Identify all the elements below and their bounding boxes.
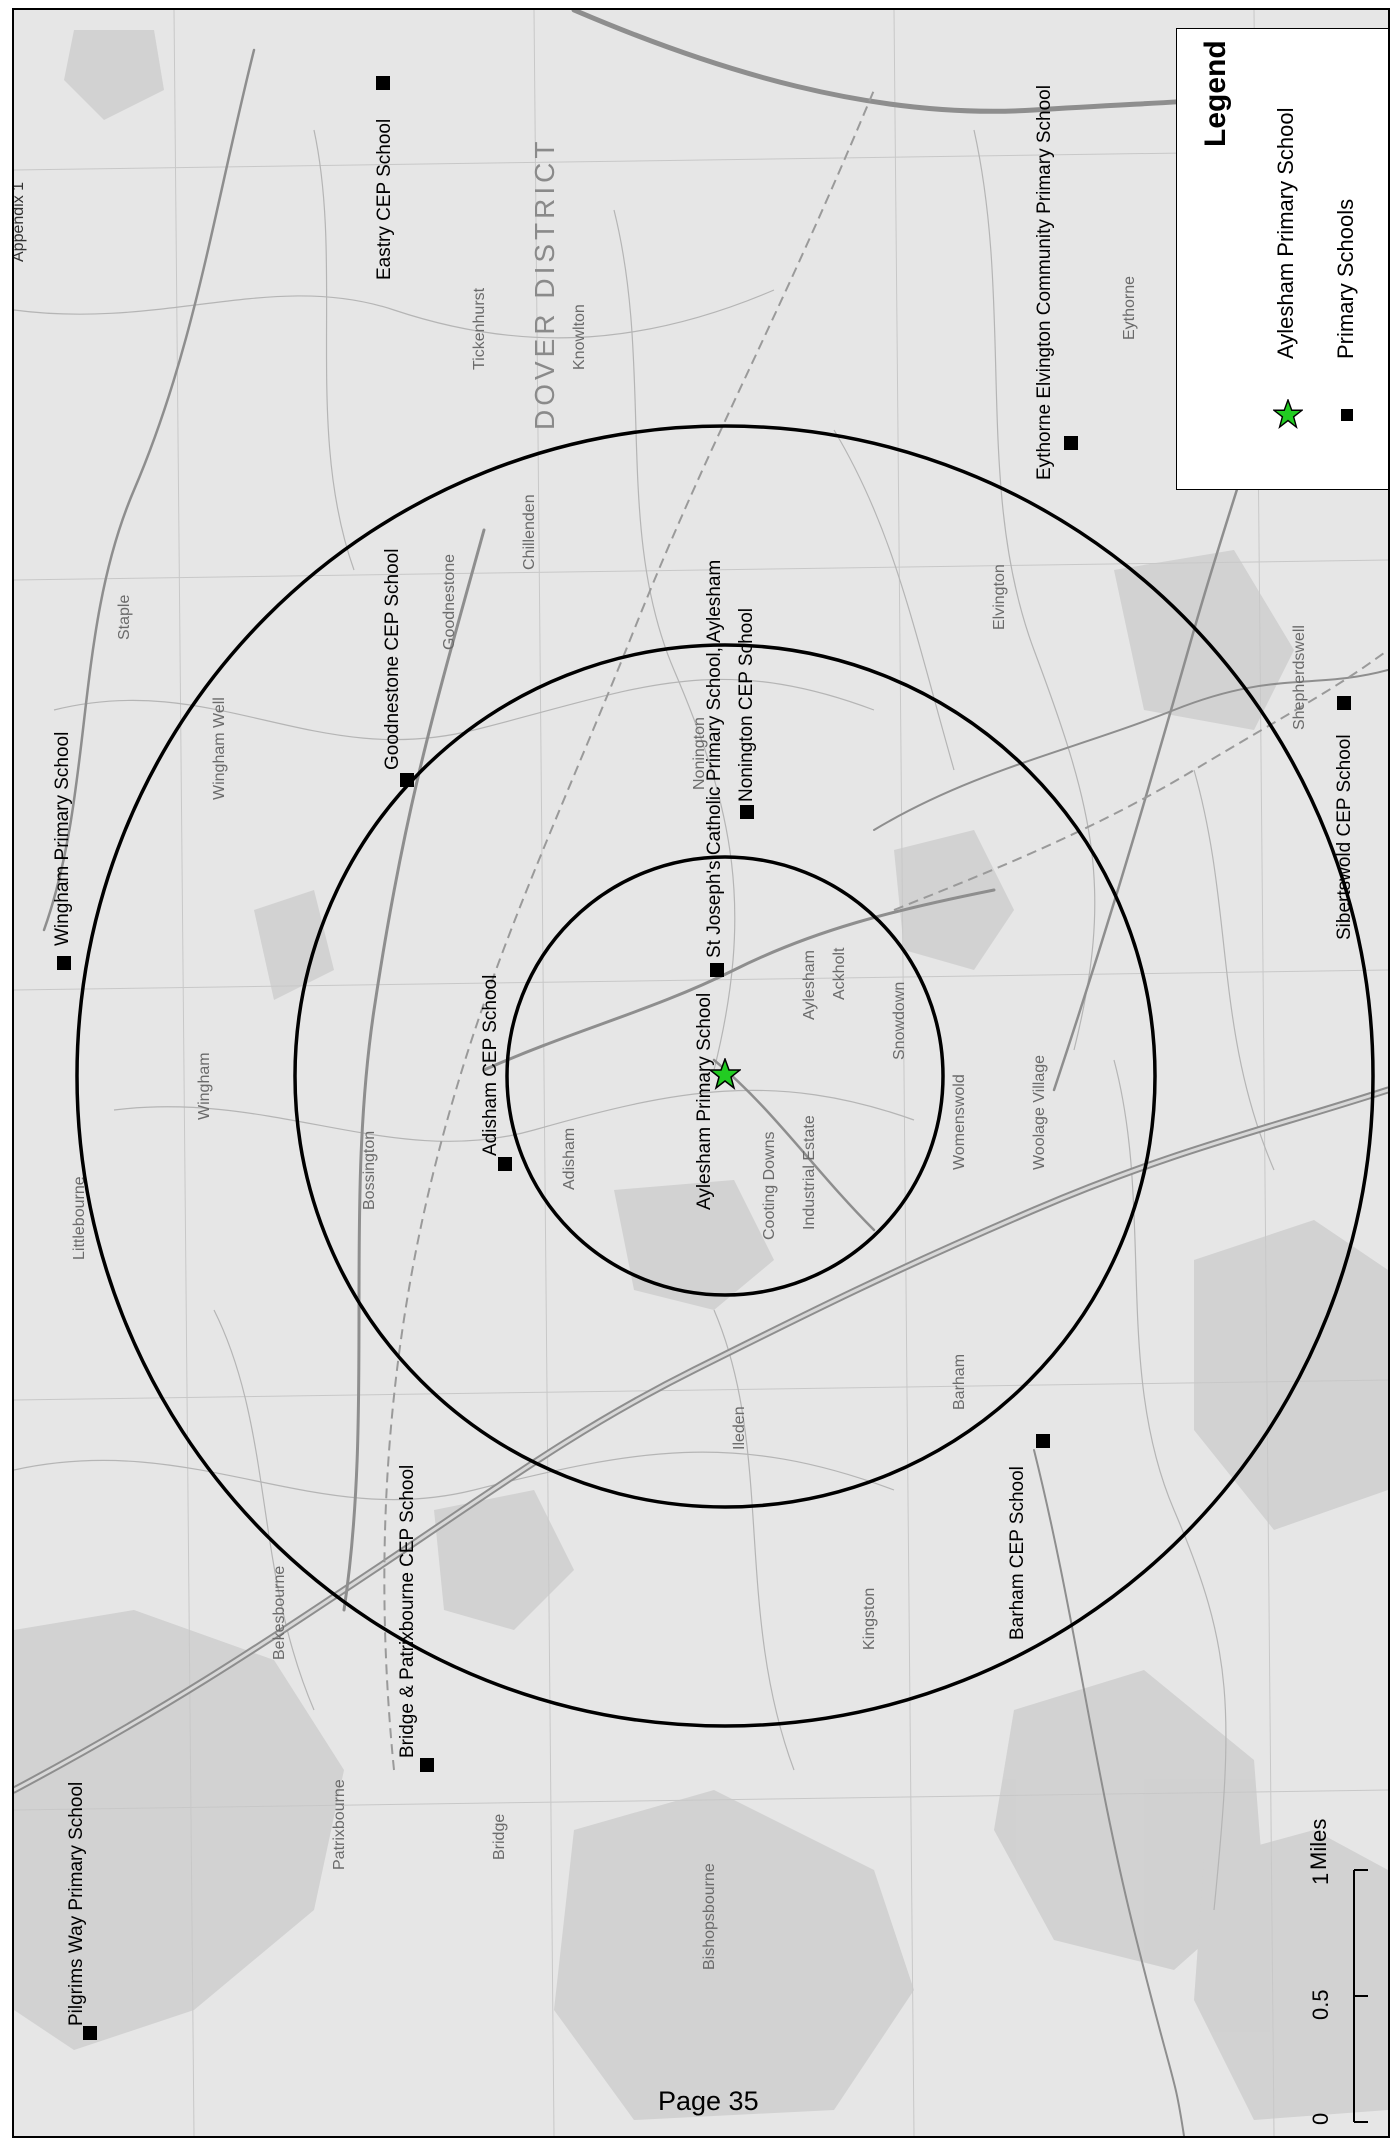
svg-text:Wingham Well: Wingham Well — [211, 697, 228, 800]
school-label-nonington: Nonington CEP School — [736, 608, 757, 802]
svg-text:Tickenhurst: Tickenhurst — [471, 287, 488, 370]
school-marker-sibertswold[interactable] — [1337, 696, 1351, 710]
svg-text:Chillenden: Chillenden — [521, 494, 538, 570]
school-marker-pilgrims-way[interactable] — [83, 2026, 97, 2040]
svg-text:Littlebourne: Littlebourne — [71, 1176, 88, 1260]
svg-text:Shepherdswell: Shepherdswell — [1291, 625, 1308, 730]
school-label-adisham: Adisham CEP School — [480, 974, 501, 1156]
svg-text:Knowlton: Knowlton — [571, 304, 588, 370]
map-frame: Littlebourne Wingham Wingham Well Staple… — [12, 8, 1390, 2138]
svg-text:DOVER DISTRICT: DOVER DISTRICT — [529, 138, 560, 430]
svg-text:Patrixbourne: Patrixbourne — [331, 1779, 348, 1870]
school-label-sibertswold: Sibertswold CEP School — [1334, 734, 1355, 940]
basemap: Littlebourne Wingham Wingham Well Staple… — [14, 10, 1388, 2136]
school-label-pilgrims-way: Pilgrims Way Primary School — [66, 1781, 87, 2026]
legend-title: Legend — [1199, 40, 1232, 147]
school-marker-goodnestone[interactable] — [400, 773, 414, 787]
school-label-st-josephs: St Joseph's Catholic Primary School, Ayl… — [704, 559, 725, 958]
school-label-wingham: Wingham Primary School — [52, 731, 73, 946]
school-label-aylesham-primary: Aylesham Primary School — [694, 992, 715, 1210]
svg-text:Goodnestone: Goodnestone — [441, 554, 458, 650]
square-icon — [1341, 409, 1353, 421]
legend-label-aylesham: Aylesham Primary School — [1273, 107, 1298, 359]
legend-label-primary-schools: Primary Schools — [1333, 198, 1358, 359]
svg-text:Ileden: Ileden — [731, 1406, 748, 1450]
svg-text:Barham: Barham — [951, 1354, 968, 1410]
svg-text:Aylesham: Aylesham — [801, 950, 818, 1020]
scale-bar — [1353, 1869, 1368, 2123]
scale-tick-0-5: 0.5 — [1308, 1989, 1333, 2020]
school-marker-eastry[interactable] — [376, 76, 390, 90]
school-marker-bridge-patrixbourne[interactable] — [420, 1758, 434, 1772]
svg-text:Nonington: Nonington — [691, 717, 708, 790]
scale-unit-label: Miles — [1306, 1818, 1331, 1870]
school-label-eythorne: Eythorne Elvington Community Primary Sch… — [1034, 85, 1055, 480]
scale-tick-1: 1 — [1308, 1872, 1333, 1885]
svg-text:Womenswold: Womenswold — [951, 1074, 968, 1170]
svg-text:Elvington: Elvington — [991, 564, 1008, 630]
svg-text:Bekesbourne: Bekesbourne — [271, 1566, 288, 1660]
school-marker-nonington[interactable] — [740, 805, 754, 819]
svg-text:Adisham: Adisham — [561, 1128, 578, 1190]
svg-text:Bossington: Bossington — [361, 1131, 378, 1210]
school-marker-eythorne[interactable] — [1064, 436, 1078, 450]
svg-text:Kingston: Kingston — [861, 1588, 878, 1650]
school-label-barham: Barham CEP School — [1007, 1466, 1028, 1640]
svg-text:Eythorne: Eythorne — [1121, 276, 1138, 340]
legend: Legend Aylesham Primary School Primary S… — [1176, 28, 1388, 490]
svg-text:Woolage Village: Woolage Village — [1031, 1055, 1048, 1170]
svg-text:Bridge: Bridge — [491, 1814, 508, 1860]
svg-text:Ackholt: Ackholt — [831, 947, 848, 1000]
school-label-goodnestone: Goodnestone CEP School — [382, 548, 403, 770]
star-icon — [1273, 399, 1303, 429]
svg-text:Industrial Estate: Industrial Estate — [801, 1115, 818, 1230]
school-marker-barham[interactable] — [1036, 1434, 1050, 1448]
svg-text:Snowdown: Snowdown — [891, 982, 908, 1060]
school-marker-adisham[interactable] — [498, 1157, 512, 1171]
star-icon[interactable] — [709, 1058, 741, 1090]
scale-tick-0: 0 — [1308, 2112, 1333, 2125]
svg-text:Bishopsbourne: Bishopsbourne — [701, 1863, 718, 1970]
page-number: Page 35 — [658, 2086, 759, 2116]
school-marker-st-josephs[interactable] — [710, 963, 724, 977]
appendix-label: Appendix 1 — [12, 182, 27, 262]
school-label-eastry: Eastry CEP School — [374, 118, 395, 280]
svg-text:Wingham: Wingham — [196, 1052, 213, 1120]
school-label-bridge-patrixbourne: Bridge & Patrixbourne CEP School — [397, 1464, 418, 1758]
school-marker-wingham[interactable] — [57, 956, 71, 970]
svg-text:Cooting Downs: Cooting Downs — [761, 1132, 778, 1241]
svg-text:Staple: Staple — [116, 595, 133, 640]
